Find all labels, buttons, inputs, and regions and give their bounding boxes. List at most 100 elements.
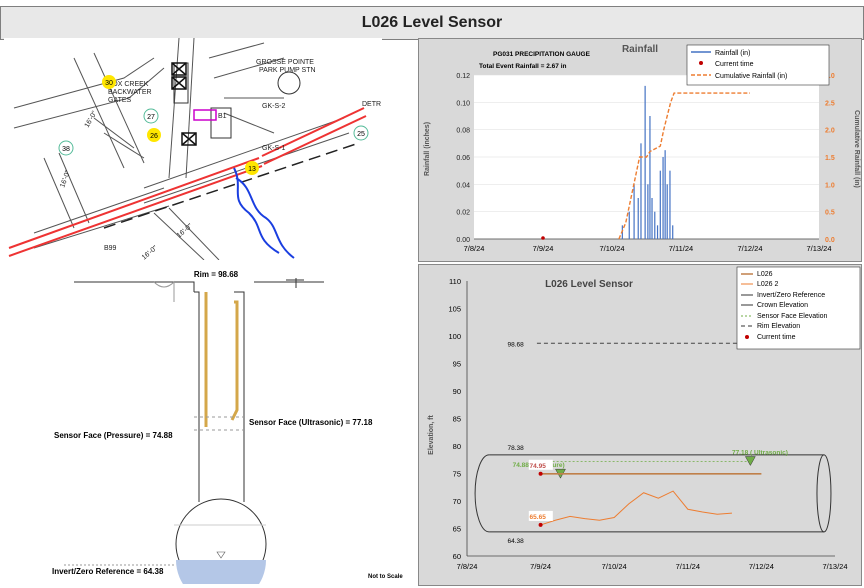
level-y-tick: 75	[453, 470, 461, 479]
rain-y-axis-label: Rainfall (inches)	[424, 122, 431, 176]
label-sensor-pressure: Sensor Face (Pressure) = 74.88	[54, 431, 173, 440]
rain-y2-tick: 1.5	[825, 155, 835, 162]
l026-current-annotation: 74.95	[530, 463, 547, 470]
map-label-b99: B99	[104, 245, 117, 252]
l026-2-current-time-marker	[538, 522, 543, 527]
rain-y-tick: 0.08	[456, 128, 470, 135]
crown-annotation: 78.38	[507, 445, 524, 452]
legend-l026-label: L026	[757, 271, 773, 278]
map-label-fox-creek: FOX CREEK	[108, 81, 149, 88]
rainfall-chart-svg: Rainfall PG031 PRECIPITATION GAUGE Total…	[424, 44, 860, 253]
legend-cumulative-label: Cumulative Rainfall (in)	[715, 73, 787, 80]
level-x-tick: 7/11/24	[676, 562, 700, 571]
rim-annotation: 98.68	[507, 341, 524, 348]
rain-y-tick: 0.10	[456, 100, 470, 107]
invert-annotation: 64.38	[507, 538, 524, 545]
level-y-tick: 70	[453, 497, 461, 506]
legend-rim-label: Rim Elevation	[757, 323, 800, 330]
rain-y-tick: 0.06	[456, 155, 470, 162]
level-y-tick: 110	[449, 277, 461, 286]
map-label-gk-s1: GK-S-1	[262, 145, 285, 152]
map-label-grosse-pointe: GROSSE POINTE	[256, 59, 314, 66]
manhole-diagram: Rim = 98.68 Sensor Face (Pressure) = 74.…	[4, 262, 412, 588]
map-label-detr: DETR	[362, 101, 381, 108]
legend-crown-label: Crown Elevation	[757, 302, 808, 309]
level-y-tick: 90	[453, 387, 461, 396]
site-map-drawing: FOX CREEK BACKWATER GATES GROSSE POINTE …	[4, 37, 382, 262]
rainfall-chart: Rainfall PG031 PRECIPITATION GAUGE Total…	[418, 38, 862, 262]
legend-level-current-swatch	[745, 335, 749, 339]
rain-y-tick: 0.02	[456, 210, 470, 217]
map-marker-26: 26	[150, 133, 158, 140]
rain-x-tick: 7/12/24	[737, 244, 762, 253]
rain-y2-axis-label: Cumulative Rainfall (in)	[853, 110, 860, 188]
pipe-right-end	[816, 454, 832, 533]
level-y-tick: 80	[453, 442, 461, 451]
page-title-bar: L026 Level Sensor	[0, 6, 864, 40]
level-x-tick: 7/9/24	[530, 562, 551, 571]
map-marker-25: 25	[357, 131, 365, 138]
l026-2-current-annotation: 65.65	[530, 514, 547, 521]
rain-x-tick: 7/9/24	[533, 244, 554, 253]
label-not-to-scale: Not to Scale	[368, 574, 403, 580]
ultrasonic-sensor-marker	[744, 456, 756, 467]
level-y-tick: 85	[453, 415, 461, 424]
rain-y2-tick: 0.0	[825, 237, 835, 244]
rain-gauge-title: PG031 PRECIPITATION GAUGE	[493, 51, 591, 58]
legend-current-swatch	[699, 61, 703, 65]
rain-y2-tick: 2.0	[825, 128, 835, 135]
label-invert: Invert/Zero Reference = 64.38	[52, 567, 164, 576]
level-x-tick: 7/8/24	[457, 562, 478, 571]
pipe-left-end	[474, 454, 490, 533]
rain-y-tick: 0.12	[456, 73, 470, 80]
rain-x-tick: 7/13/24	[806, 244, 831, 253]
level-y-tick: 95	[453, 360, 461, 369]
l026-current-label-bg	[528, 459, 553, 470]
legend-level-current-label: Current time	[757, 334, 796, 341]
map-label-gates: GATES	[108, 97, 132, 104]
map-marker-38: 38	[62, 146, 70, 153]
rain-x-tick: 7/8/24	[464, 244, 485, 253]
rain-x-tick: 7/11/24	[669, 244, 693, 253]
cumulative-rain-line	[618, 92, 750, 240]
level-y-tick: 105	[448, 305, 461, 314]
label-sensor-ultrasonic: Sensor Face (Ultrasonic) = 77.18	[249, 418, 373, 427]
l026-current-time-marker	[538, 471, 543, 476]
level-y-tick: 100	[448, 332, 461, 341]
page-title: L026 Level Sensor	[361, 14, 503, 31]
rain-y2-tick: 0.5	[825, 210, 835, 217]
label-rim: Rim = 98.68	[194, 270, 239, 279]
map-marker-30: 30	[105, 80, 113, 87]
legend-sensor-label: Sensor Face Elevation	[757, 313, 828, 320]
map-marker-27: 27	[147, 114, 155, 121]
level-x-tick: 7/10/24	[602, 562, 627, 571]
level-x-tick: 7/13/24	[822, 562, 847, 571]
backwater-gate-icon	[171, 62, 197, 146]
map-label-park-pump-stn: PARK PUMP STN	[259, 67, 316, 74]
level-chart: L026 Level Sensor Elevation, ft 60 65 70 75…	[418, 264, 862, 586]
level-y-tick: 60	[453, 552, 461, 561]
legend-l026-2-label: L026 2	[757, 281, 779, 288]
legend-rain-label: Rainfall (in)	[715, 50, 750, 57]
l026-2-series-line	[540, 490, 732, 526]
rain-x-tick: 7/10/24	[599, 244, 624, 253]
map-marker-13: 13	[248, 166, 256, 173]
legend-invert-label: Invert/Zero Reference	[757, 292, 825, 299]
level-chart-title: L026 Level Sensor	[545, 279, 633, 290]
map-label-b1: B1	[218, 113, 227, 120]
level-y-tick: 65	[453, 525, 461, 534]
rain-total-text: Total Event Rainfall = 2.67 in	[479, 63, 567, 70]
legend-current-label: Current time	[715, 61, 754, 68]
rain-y2-tick: 1.0	[825, 182, 835, 189]
rain-y-tick: 0.00	[456, 237, 470, 244]
rain-y2-tick: 2.5	[825, 100, 835, 107]
l026-2-current-label-bg	[528, 510, 553, 521]
site-map: FOX CREEK BACKWATER GATES GROSSE POINTE …	[4, 37, 382, 262]
level-x-tick: 7/12/24	[749, 562, 774, 571]
rain-chart-title: Rainfall	[622, 44, 658, 55]
ultrasonic-annotation: 77.18 ( Ultrasonic)	[732, 450, 788, 457]
rain-current-time-marker	[541, 236, 545, 240]
map-label-backwater: BACKWATER	[108, 89, 152, 96]
level-y-axis-label: Elevation, ft	[428, 415, 435, 455]
rain-y-tick: 0.04	[456, 182, 470, 189]
